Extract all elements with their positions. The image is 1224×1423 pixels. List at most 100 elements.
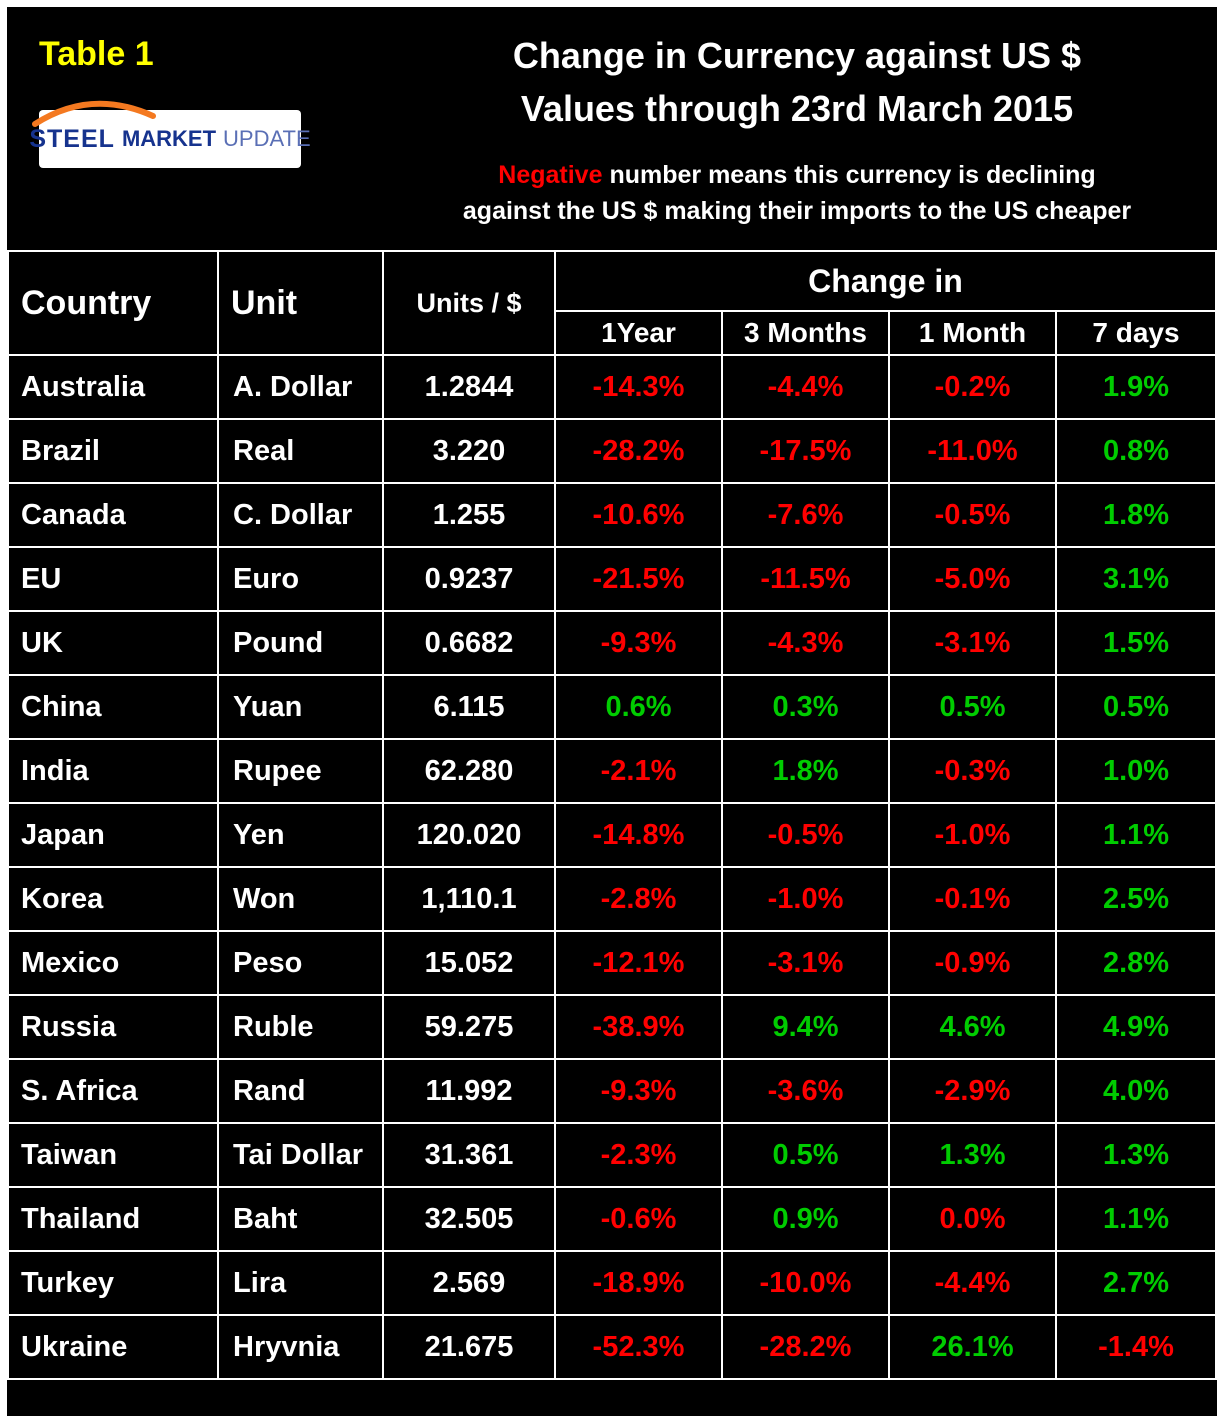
column-header-change-in: Change in: [554, 250, 1217, 312]
table-row: Taiwan Tai Dollar 31.361 -2.3% 0.5% 1.3% 1.3%: [7, 1122, 1217, 1188]
logo-text-update: UPDATE: [223, 126, 311, 151]
table-row: Ukraine Hryvnia 21.675 -52.3% -28.2% 26.1% -1.…: [7, 1314, 1217, 1380]
unit-cell: Rupee: [217, 738, 384, 804]
change-cell-0: 0.6%: [554, 674, 723, 740]
country-cell: EU: [7, 546, 219, 612]
change-cell-1: 0.9%: [721, 1186, 890, 1252]
change-cell-2: -1.0%: [888, 802, 1057, 868]
country-cell: China: [7, 674, 219, 740]
change-cell-2: -0.3%: [888, 738, 1057, 804]
change-cell-2: -0.1%: [888, 866, 1057, 932]
change-cell-1: -0.5%: [721, 802, 890, 868]
change-cell-3: 1.3%: [1055, 1122, 1217, 1188]
header-row-2: 1Year 3 Months 1 Month 7 days: [8, 310, 1217, 356]
units-per-dollar-cell: 6.115: [382, 674, 556, 740]
logo-text-market: MARKET: [121, 126, 217, 151]
change-cell-0: -38.9%: [554, 994, 723, 1060]
smu-logo: STEEL MARKET UPDATE: [29, 100, 311, 168]
change-cell-3: 1.0%: [1055, 738, 1217, 804]
table-row: Russia Ruble 59.275 -38.9% 9.4% 4.6% 4.9%: [7, 994, 1217, 1060]
country-cell: Turkey: [7, 1250, 219, 1316]
note-line2: against the US $ making their imports to…: [462, 197, 1132, 225]
column-header-country: Country: [7, 250, 219, 356]
change-cell-3: 1.8%: [1055, 482, 1217, 548]
country-cell: Taiwan: [7, 1122, 219, 1188]
units-per-dollar-cell: 3.220: [382, 418, 556, 484]
table-row: India Rupee 62.280 -2.1% 1.8% -0.3% 1.0%: [7, 738, 1217, 804]
table-row: Japan Yen 120.020 -14.8% -0.5% -1.0% 1.1%: [7, 802, 1217, 868]
units-per-dollar-cell: 31.361: [382, 1122, 556, 1188]
change-cell-0: -2.3%: [554, 1122, 723, 1188]
units-per-dollar-cell: 0.9237: [382, 546, 556, 612]
units-per-dollar-cell: 0.6682: [382, 610, 556, 676]
unit-cell: C. Dollar: [217, 482, 384, 548]
unit-cell: Peso: [217, 930, 384, 996]
units-per-dollar-cell: 1.2844: [382, 354, 556, 420]
page-header: Table 1 STEEL MARKET UPDATE Change in Cu…: [7, 7, 1217, 250]
change-cell-0: -14.8%: [554, 802, 723, 868]
units-per-dollar-cell: 32.505: [382, 1186, 556, 1252]
table-row: China Yuan 6.115 0.6% 0.3% 0.5% 0.5%: [7, 674, 1217, 740]
change-cell-1: -4.4%: [721, 354, 890, 420]
change-cell-0: -18.9%: [554, 1250, 723, 1316]
change-cell-3: 4.9%: [1055, 994, 1217, 1060]
change-cell-0: -12.1%: [554, 930, 723, 996]
change-cell-1: -17.5%: [721, 418, 890, 484]
table-row: Thailand Baht 32.505 -0.6% 0.9% 0.0% 1.1%: [7, 1186, 1217, 1252]
units-per-dollar-cell: 1.255: [382, 482, 556, 548]
change-cell-1: 9.4%: [721, 994, 890, 1060]
logo-text-steel: STEEL: [29, 124, 115, 153]
change-cell-3: 2.5%: [1055, 866, 1217, 932]
units-per-dollar-cell: 2.569: [382, 1250, 556, 1316]
country-cell: India: [7, 738, 219, 804]
change-cell-3: 1.9%: [1055, 354, 1217, 420]
change-cell-2: 4.6%: [888, 994, 1057, 1060]
change-cell-1: -1.0%: [721, 866, 890, 932]
change-cell-3: 0.5%: [1055, 674, 1217, 740]
table-body: Australia A. Dollar 1.2844 -14.3% -4.4% -0.2%…: [7, 354, 1217, 1380]
table-row: Korea Won 1,110.1 -2.8% -1.0% -0.1% 2.5%: [7, 866, 1217, 932]
country-cell: Mexico: [7, 930, 219, 996]
change-cell-2: -4.4%: [888, 1250, 1057, 1316]
change-cell-0: -2.1%: [554, 738, 723, 804]
change-cell-2: 1.3%: [888, 1122, 1057, 1188]
unit-cell: Euro: [217, 546, 384, 612]
table-label: Table 1: [39, 35, 154, 73]
page-title-line2: Values through 23rd March 2015: [520, 88, 1074, 129]
units-per-dollar-cell: 15.052: [382, 930, 556, 996]
units-per-dollar-cell: 1,110.1: [382, 866, 556, 932]
note-rest: number means this currency is declining: [602, 161, 1096, 189]
column-header-1month: 1 Month: [888, 310, 1057, 356]
unit-cell: Yuan: [217, 674, 384, 740]
country-cell: Korea: [7, 866, 219, 932]
unit-cell: Lira: [217, 1250, 384, 1316]
change-cell-3: 0.8%: [1055, 418, 1217, 484]
change-cell-3: 3.1%: [1055, 546, 1217, 612]
table-row: Canada C. Dollar 1.255 -10.6% -7.6% -0.5% 1.8%: [7, 482, 1217, 548]
change-cell-3: 4.0%: [1055, 1058, 1217, 1124]
table-row: S. Africa Rand 11.992 -9.3% -3.6% -2.9% 4.0%: [7, 1058, 1217, 1124]
column-header-3months: 3 Months: [721, 310, 890, 356]
table-header: Country Unit Units / $ Change in 1Year 3…: [7, 250, 1217, 356]
table-row: EU Euro 0.9237 -21.5% -11.5% -5.0% 3.1%: [7, 546, 1217, 612]
change-cell-0: -10.6%: [554, 482, 723, 548]
change-cell-1: 0.5%: [721, 1122, 890, 1188]
change-cell-1: -4.3%: [721, 610, 890, 676]
change-cell-1: -3.6%: [721, 1058, 890, 1124]
change-cell-3: -1.4%: [1055, 1314, 1217, 1380]
column-header-unit: Unit: [217, 250, 384, 356]
change-cell-3: 1.1%: [1055, 1186, 1217, 1252]
change-cell-1: -3.1%: [721, 930, 890, 996]
change-cell-1: -11.5%: [721, 546, 890, 612]
table-row: Brazil Real 3.220 -28.2% -17.5% -11.0% 0.8%: [7, 418, 1217, 484]
unit-cell: Yen: [217, 802, 384, 868]
change-cell-2: -2.9%: [888, 1058, 1057, 1124]
change-cell-3: 1.1%: [1055, 802, 1217, 868]
column-header-units-per-dollar: Units / $: [382, 250, 556, 356]
unit-cell: Real: [217, 418, 384, 484]
unit-cell: Rand: [217, 1058, 384, 1124]
unit-cell: Baht: [217, 1186, 384, 1252]
country-cell: UK: [7, 610, 219, 676]
change-cell-0: -9.3%: [554, 1058, 723, 1124]
change-cell-3: 2.7%: [1055, 1250, 1217, 1316]
